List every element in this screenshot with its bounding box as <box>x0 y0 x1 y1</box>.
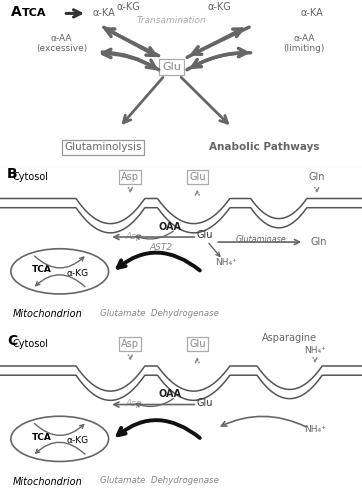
Text: α-AA
(excessive): α-AA (excessive) <box>36 34 87 53</box>
Text: Glu: Glu <box>196 230 213 240</box>
Text: NH₄⁺: NH₄⁺ <box>304 346 326 356</box>
Text: Asp: Asp <box>121 339 139 349</box>
Text: Glutaminolysis: Glutaminolysis <box>64 142 142 152</box>
Text: A: A <box>11 5 22 19</box>
Text: α-KG: α-KG <box>67 268 89 278</box>
Text: Glu: Glu <box>163 62 181 72</box>
Text: Glutaminase: Glutaminase <box>235 235 286 244</box>
Text: AST2: AST2 <box>150 244 173 252</box>
Text: α-KA: α-KA <box>300 8 323 18</box>
Text: α-KG: α-KG <box>207 2 231 12</box>
Text: B: B <box>7 166 18 180</box>
Text: NH₄⁺: NH₄⁺ <box>215 258 237 268</box>
Text: TCA: TCA <box>32 432 51 442</box>
Text: Mitochondrion: Mitochondrion <box>13 309 83 319</box>
Text: Cytosol: Cytosol <box>13 172 49 181</box>
Text: Asp: Asp <box>126 232 142 240</box>
Text: C: C <box>7 334 17 348</box>
Text: Gln: Gln <box>310 237 327 247</box>
Text: Glu: Glu <box>189 339 206 349</box>
Text: Anabolic Pathways: Anabolic Pathways <box>209 142 320 152</box>
Text: α-KA: α-KA <box>92 8 115 18</box>
Text: Glu: Glu <box>196 398 213 408</box>
Text: OAA: OAA <box>159 222 182 232</box>
Text: Asp: Asp <box>121 172 139 181</box>
Text: Transamination: Transamination <box>137 16 207 24</box>
Text: NH₄⁺: NH₄⁺ <box>304 425 326 434</box>
Text: α-KG: α-KG <box>67 436 89 445</box>
Text: Gln: Gln <box>308 172 325 181</box>
Text: Glutamate  Dehydrogenase: Glutamate Dehydrogenase <box>100 308 219 318</box>
Text: Glu: Glu <box>189 172 206 181</box>
Text: α-AA
(limiting): α-AA (limiting) <box>283 34 325 53</box>
Text: TCA: TCA <box>22 8 46 18</box>
Text: OAA: OAA <box>159 390 182 400</box>
Text: Asparagine: Asparagine <box>262 332 317 342</box>
Text: Cytosol: Cytosol <box>13 339 49 349</box>
Text: Mitochondrion: Mitochondrion <box>13 476 83 486</box>
Text: α-KG: α-KG <box>117 2 140 12</box>
Text: Glutamate  Dehydrogenase: Glutamate Dehydrogenase <box>100 476 219 485</box>
Text: TCA: TCA <box>32 265 51 274</box>
Text: Asp: Asp <box>126 399 142 408</box>
